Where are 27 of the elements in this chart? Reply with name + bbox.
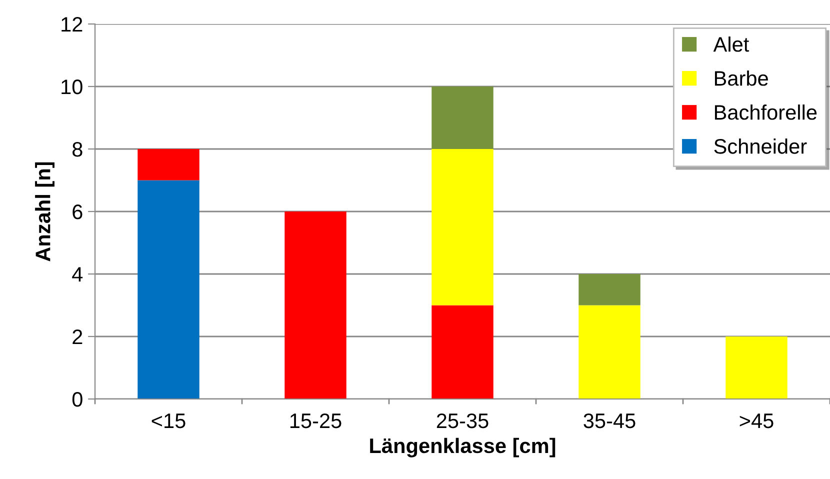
y-tick-label: 0 bbox=[72, 392, 82, 407]
x-axis-title: Längenklasse [cm] bbox=[370, 438, 556, 458]
y-tick-label: 6 bbox=[72, 204, 82, 220]
legend-label: Bachforelle bbox=[714, 104, 817, 120]
x-tick-label: 35-45 bbox=[584, 413, 636, 428]
x-tick-label: 15-25 bbox=[290, 413, 342, 428]
bar bbox=[432, 86, 494, 149]
y-axis-title: Anzahl [n] bbox=[35, 162, 54, 262]
y-tick-label: 2 bbox=[72, 330, 82, 344]
x-tick-label: <15 bbox=[152, 414, 186, 428]
y-tick-label: 10 bbox=[62, 80, 82, 94]
bar bbox=[138, 180, 200, 399]
legend-label: Schneider bbox=[714, 138, 807, 154]
legend-label: Alet bbox=[713, 36, 750, 52]
bar bbox=[432, 149, 494, 306]
y-tick-label: 4 bbox=[72, 267, 83, 282]
bar bbox=[726, 336, 788, 399]
bar bbox=[138, 149, 200, 180]
y-tick-label: 12 bbox=[62, 17, 82, 32]
legend-label: Barbe bbox=[714, 70, 768, 86]
bar bbox=[578, 274, 640, 306]
x-tick-label: 25-35 bbox=[436, 413, 488, 428]
bar bbox=[284, 212, 346, 399]
x-tick-label: >45 bbox=[740, 414, 774, 428]
y-tick-label: 8 bbox=[72, 142, 82, 157]
bar bbox=[578, 305, 640, 399]
bar bbox=[432, 305, 494, 399]
